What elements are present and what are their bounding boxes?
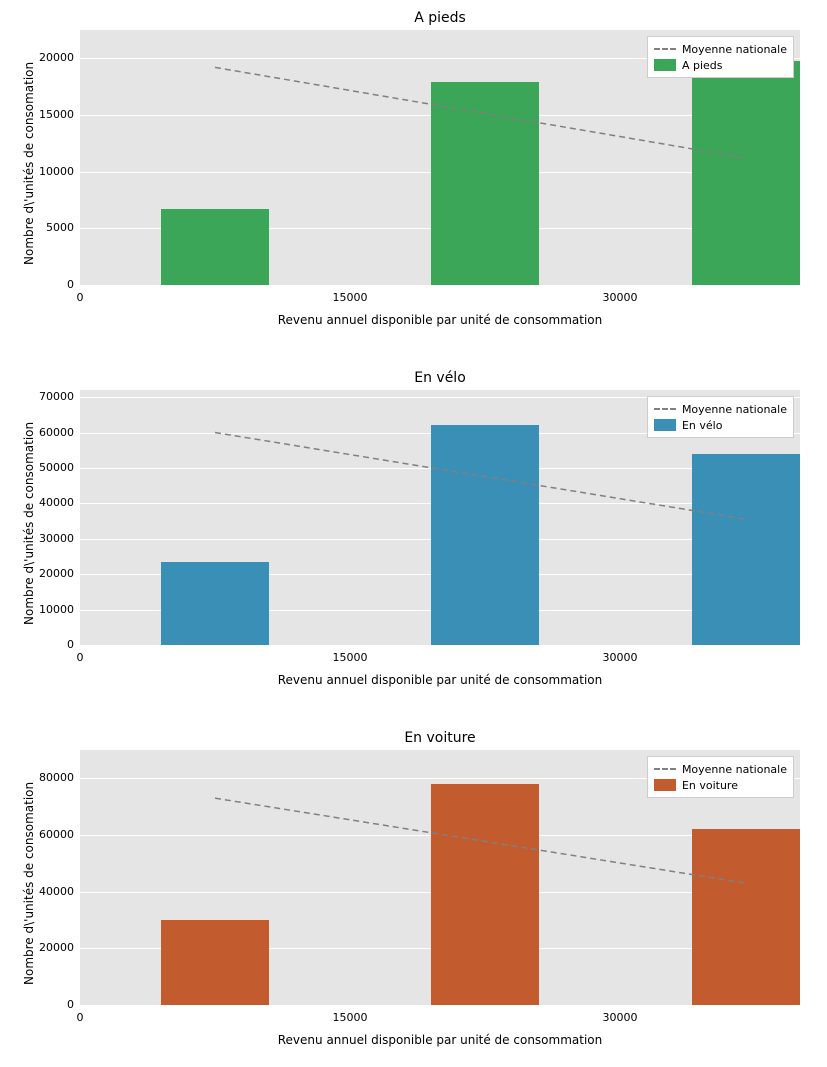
gridline	[80, 1005, 800, 1006]
y-tick-label: 20000	[39, 941, 74, 954]
y-tick-label: 0	[67, 998, 74, 1011]
x-tick-label: 15000	[325, 291, 375, 304]
x-axis-label: Revenu annuel disponible par unité de co…	[80, 313, 800, 327]
y-tick-label: 70000	[39, 390, 74, 403]
y-axis-label: Nombre d\'unités de consomation	[22, 782, 36, 985]
x-tick-label: 0	[55, 291, 105, 304]
legend-item-series: En voiture	[654, 777, 787, 793]
legend-item-line: Moyenne nationale	[654, 401, 787, 417]
bar	[692, 454, 800, 645]
legend-item-series: En vélo	[654, 417, 787, 433]
y-tick-label: 60000	[39, 828, 74, 841]
y-axis-label: Nombre d\'unités de consomation	[22, 422, 36, 625]
legend-label: Moyenne nationale	[682, 43, 787, 56]
bar	[692, 829, 800, 1005]
legend-swatch-icon	[654, 419, 676, 431]
x-tick-label: 30000	[595, 651, 645, 664]
y-tick-label: 50000	[39, 461, 74, 474]
x-tick-label: 15000	[325, 651, 375, 664]
x-tick-label: 0	[55, 651, 105, 664]
gridline	[80, 645, 800, 646]
bar	[161, 920, 269, 1005]
y-tick-label: 15000	[39, 108, 74, 121]
legend-label: A pieds	[682, 59, 723, 72]
bar	[692, 61, 800, 285]
y-tick-label: 80000	[39, 771, 74, 784]
y-tick-label: 40000	[39, 885, 74, 898]
x-axis-label: Revenu annuel disponible par unité de co…	[80, 673, 800, 687]
subplot-title: En voiture	[80, 730, 800, 746]
legend-item-series: A pieds	[654, 57, 787, 73]
y-tick-label: 60000	[39, 426, 74, 439]
legend: Moyenne nationale En vélo	[647, 396, 794, 438]
legend-item-line: Moyenne nationale	[654, 761, 787, 777]
y-tick-label: 10000	[39, 165, 74, 178]
y-tick-label: 40000	[39, 496, 74, 509]
legend-item-line: Moyenne nationale	[654, 41, 787, 57]
y-tick-label: 20000	[39, 51, 74, 64]
subplot-title: A pieds	[80, 10, 800, 26]
legend-swatch-icon	[654, 779, 676, 791]
bar	[431, 82, 539, 285]
legend-dash-icon	[654, 48, 676, 50]
x-tick-label: 15000	[325, 1011, 375, 1024]
y-tick-label: 0	[67, 638, 74, 651]
legend-label: En voiture	[682, 779, 738, 792]
figure: 0 5000 10000 15000 20000 0 15000 30000 A pieds Re…	[0, 0, 827, 1067]
legend-label: Moyenne nationale	[682, 403, 787, 416]
gridline	[80, 285, 800, 286]
legend-label: En vélo	[682, 419, 722, 432]
x-axis-label: Revenu annuel disponible par unité de co…	[80, 1033, 800, 1047]
legend-dash-icon	[654, 408, 676, 410]
legend: Moyenne nationale A pieds	[647, 36, 794, 78]
bar	[431, 425, 539, 645]
legend: Moyenne nationale En voiture	[647, 756, 794, 798]
bar	[161, 209, 269, 285]
x-tick-label: 30000	[595, 1011, 645, 1024]
bar	[161, 562, 269, 645]
legend-label: Moyenne nationale	[682, 763, 787, 776]
bar	[431, 784, 539, 1005]
y-tick-label: 5000	[46, 221, 74, 234]
y-tick-label: 0	[67, 278, 74, 291]
x-tick-label: 0	[55, 1011, 105, 1024]
subplot-title: En vélo	[80, 370, 800, 386]
y-tick-label: 20000	[39, 567, 74, 580]
legend-dash-icon	[654, 768, 676, 770]
y-tick-label: 10000	[39, 603, 74, 616]
legend-swatch-icon	[654, 59, 676, 71]
x-tick-label: 30000	[595, 291, 645, 304]
y-tick-label: 30000	[39, 532, 74, 545]
y-axis-label: Nombre d\'unités de consomation	[22, 62, 36, 265]
